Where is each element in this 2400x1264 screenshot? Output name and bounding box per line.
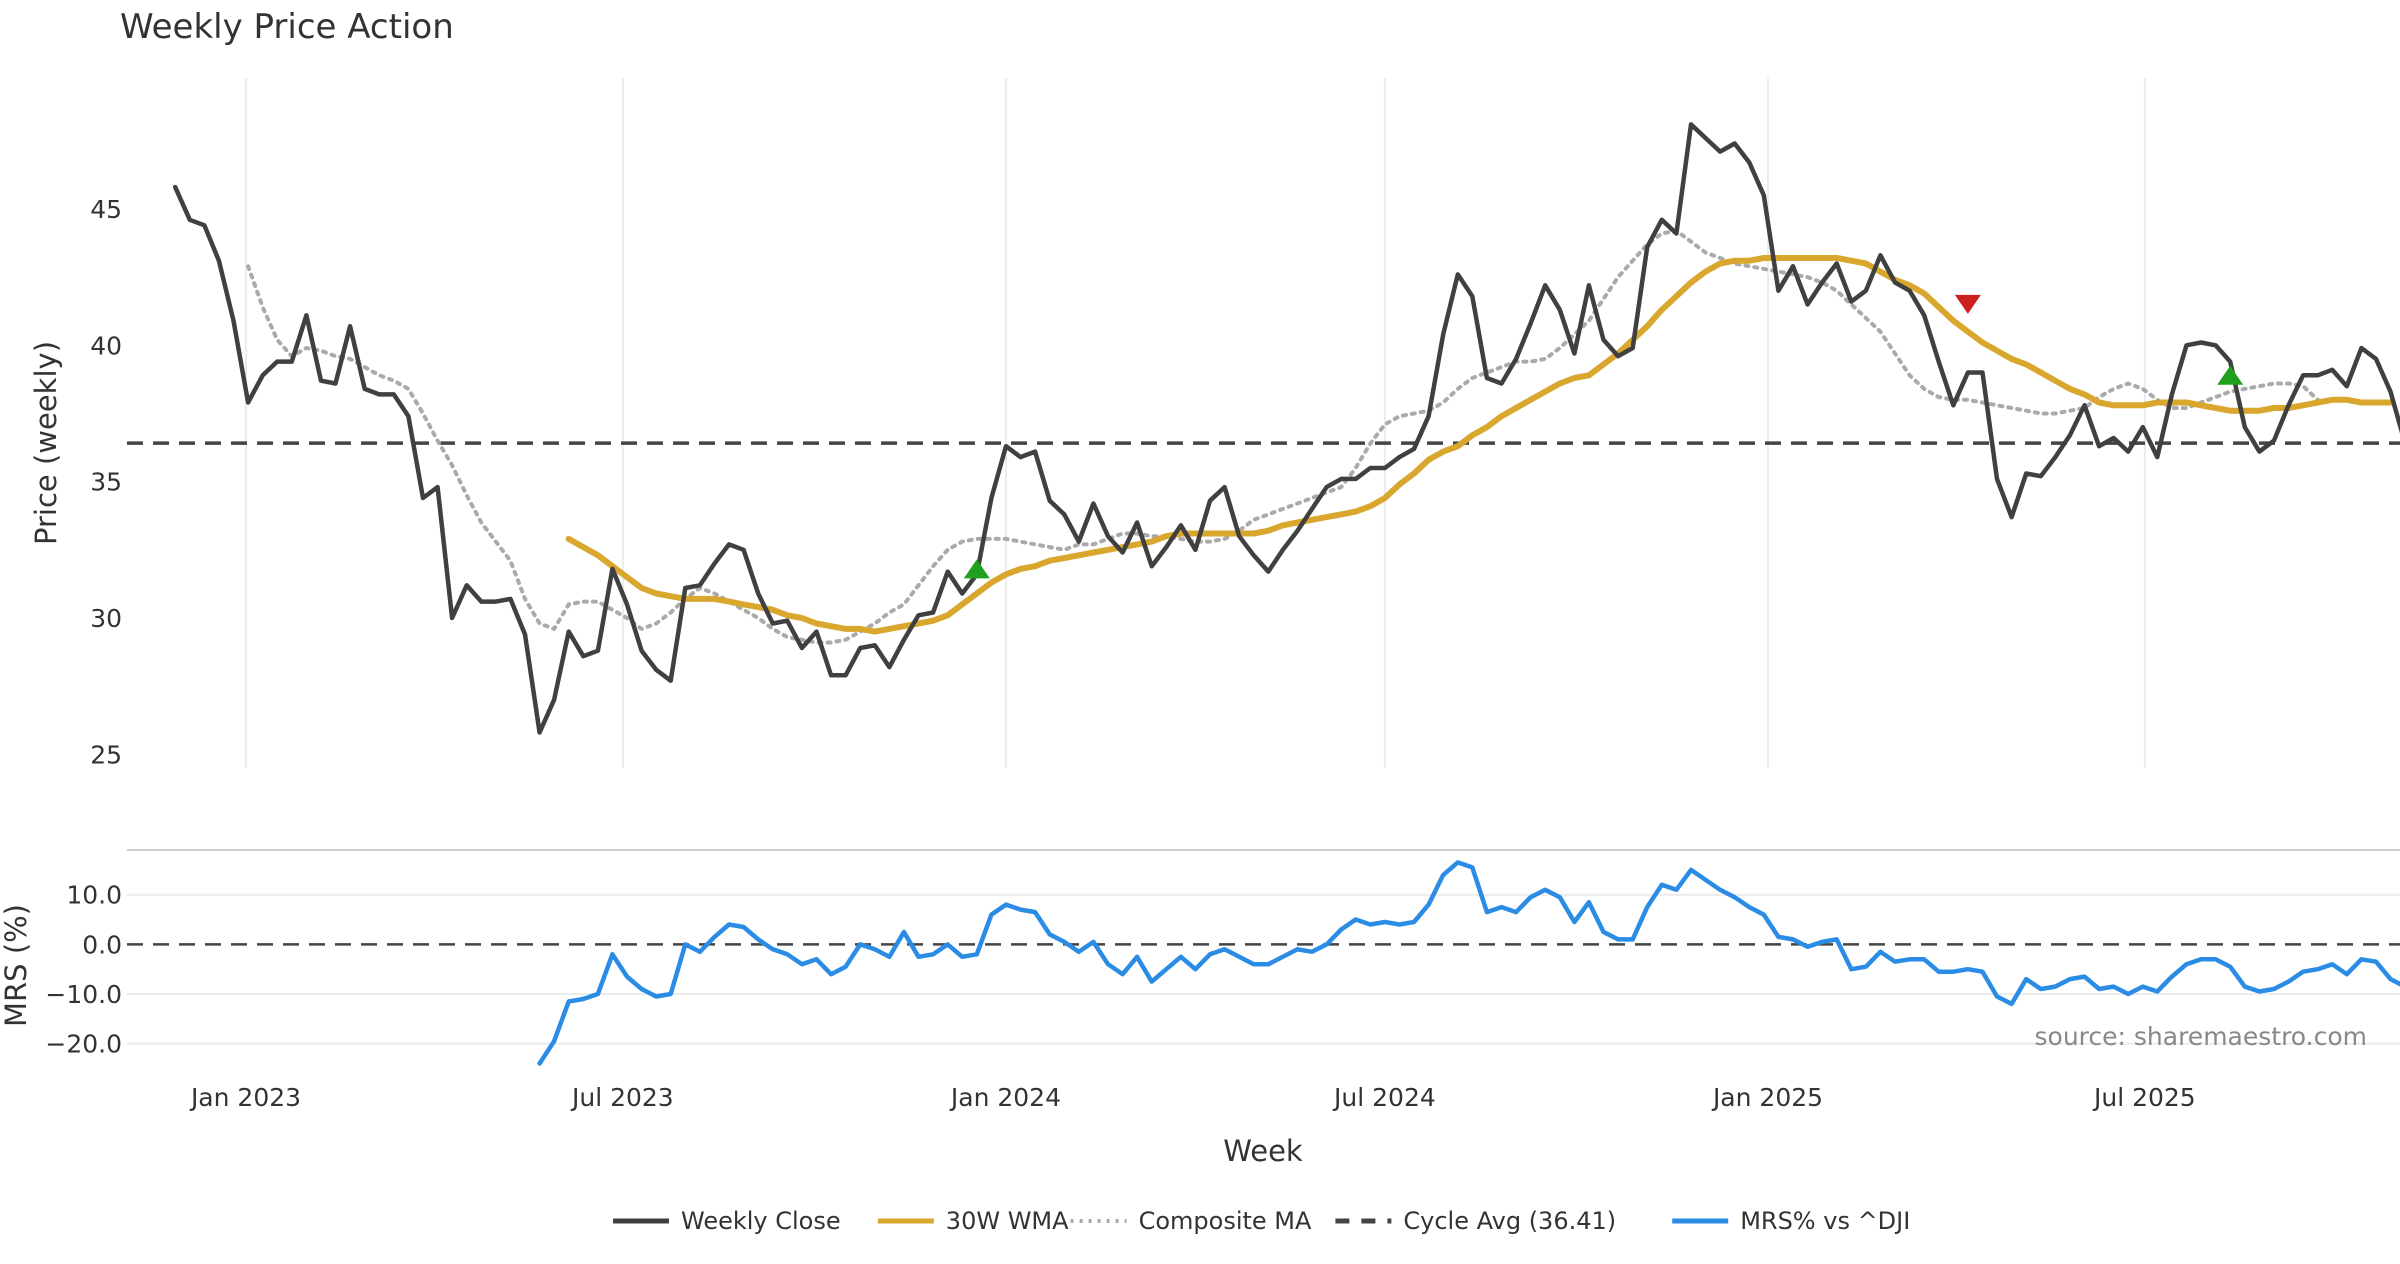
x-tick-label: Jan 2024 (949, 1083, 1061, 1112)
price-grid (245, 78, 2146, 768)
legend-label: Composite MA (1139, 1207, 1312, 1235)
x-axis-label: Week (1223, 1134, 1303, 1168)
legend-item-mrs-vs-dji: MRS% vs ^DJI (1672, 1207, 1910, 1235)
mrs-series (537, 860, 2400, 1066)
price-y-tick-label: 35 (90, 468, 122, 497)
price-series (127, 122, 2400, 735)
legend-label: Weekly Close (681, 1207, 841, 1235)
legend-label: 30W WMA (946, 1207, 1069, 1235)
mrs-y-tick-label: 10.0 (66, 881, 122, 910)
price-y-tick-label: 40 (90, 331, 122, 360)
legend-item-cycle-avg-36-41: Cycle Avg (36.41) (1335, 1207, 1616, 1235)
price-y-ticks: 25 30 35 40 45 (90, 195, 122, 769)
price-y-tick-label: 30 (90, 604, 122, 633)
price-markers (963, 294, 2244, 579)
mrs-y-tick-label: −10.0 (45, 980, 122, 1009)
mrs-y-tick-label: −20.0 (45, 1030, 122, 1059)
price-y-axis-label: Price (weekly) (29, 341, 63, 545)
legend-label: MRS% vs ^DJI (1740, 1207, 1910, 1235)
price-y-tick-label: 45 (90, 195, 122, 224)
x-tick-label: Jul 2025 (2092, 1083, 2196, 1112)
legend-item-weekly-close: Weekly Close (613, 1207, 841, 1235)
x-tick-label: Jul 2024 (1332, 1083, 1436, 1112)
series-composite-ma (246, 228, 2320, 645)
mrs-grid (127, 893, 2400, 1045)
legend-label: Cycle Avg (36.41) (1403, 1207, 1616, 1235)
sell-signal-marker (1954, 294, 1981, 314)
series-weekly-close (172, 122, 2400, 735)
x-tick-label: Jul 2023 (570, 1083, 674, 1112)
chart-title: Weekly Price Action (120, 7, 454, 47)
mrs-y-axis-label: MRS (%) (0, 904, 33, 1027)
chart-legend: Weekly Close 30W WMA Composite MA Cycle Avg… (613, 1207, 1910, 1235)
x-tick-label: Jan 2023 (189, 1083, 301, 1112)
x-tick-label: Jan 2025 (1711, 1083, 1823, 1112)
mrs-y-tick-label: 0.0 (82, 930, 122, 959)
mrs-y-ticks: 10.0 0.0 −10.0 −20.0 (45, 881, 122, 1059)
x-axis-ticks: Jan 2023 Jul 2023 Jan 2024 Jul 2024 Jan 2025… (189, 1083, 2196, 1112)
price-y-tick-label: 25 (90, 740, 122, 769)
series-mrs-vs-dji (537, 860, 2400, 1066)
legend-item-30w-wma: 30W WMA (877, 1207, 1069, 1235)
buy-signal-marker (2217, 365, 2244, 385)
series-30w-wma (565, 255, 2394, 635)
legend-item-composite-ma: Composite MA (1070, 1207, 1312, 1235)
source-annotation: source: sharemaestro.com (2035, 1022, 2368, 1051)
buy-signal-marker (963, 559, 990, 579)
